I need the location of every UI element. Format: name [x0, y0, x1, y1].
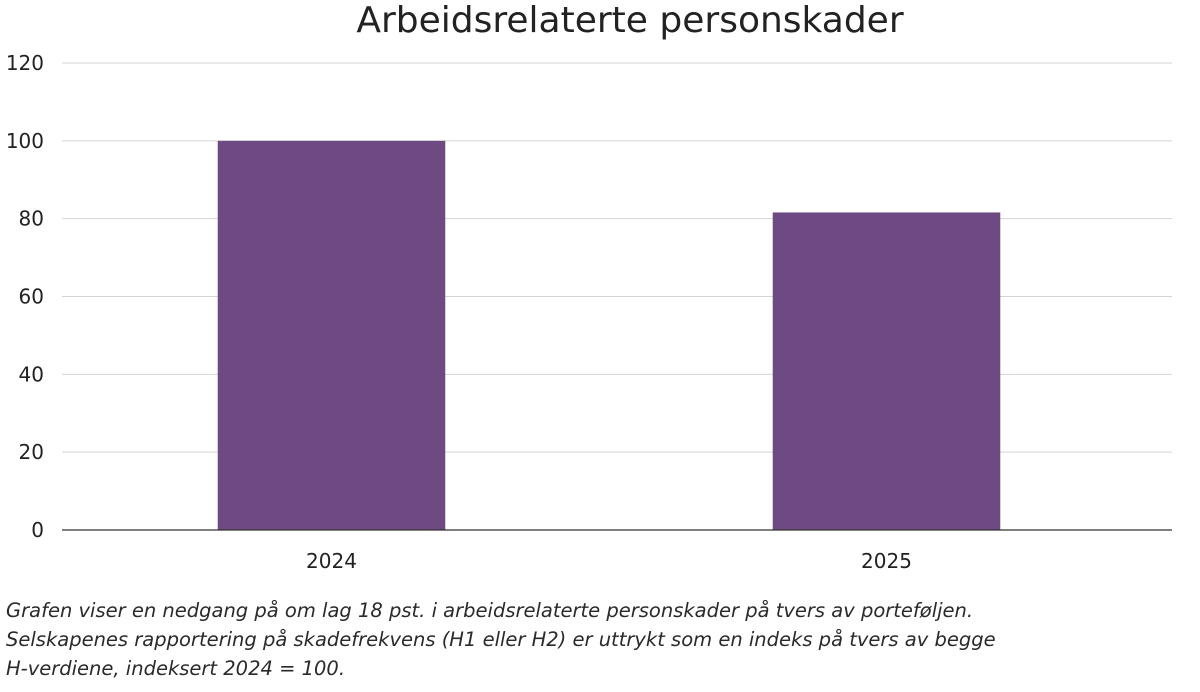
x-tick-label: 2025	[861, 549, 912, 573]
y-tick-label: 40	[19, 362, 44, 386]
y-tick-label: 0	[31, 518, 44, 542]
y-axis-tick-labels: 0 20 40 60 80 100 120	[6, 51, 44, 542]
bar-2025	[772, 212, 1001, 530]
bar-chart: Arbeidsrelaterte personskader 0 20 40 60 80 1…	[6, 0, 1172, 573]
chart-caption: Grafen viser en nedgang på om lag 18 pst…	[6, 596, 1194, 683]
chart-title: Arbeidsrelaterte personskader	[356, 0, 903, 41]
x-axis-tick-labels: 2024 2025	[306, 549, 912, 573]
caption-line-2: Selskapenes rapportering på skadefrekven…	[6, 628, 996, 651]
y-tick-label: 100	[6, 129, 44, 153]
bar-2024	[217, 140, 446, 531]
y-tick-label: 20	[19, 440, 44, 464]
y-tick-label: 60	[19, 285, 44, 309]
x-tick-label: 2024	[306, 549, 357, 573]
y-tick-label: 120	[6, 51, 44, 75]
caption-line-1: Grafen viser en nedgang på om lag 18 pst…	[6, 599, 974, 622]
y-tick-label: 80	[19, 207, 44, 231]
caption-line-3: H-verdiene, indeksert 2024 = 100.	[6, 657, 346, 680]
bars	[217, 140, 1001, 531]
